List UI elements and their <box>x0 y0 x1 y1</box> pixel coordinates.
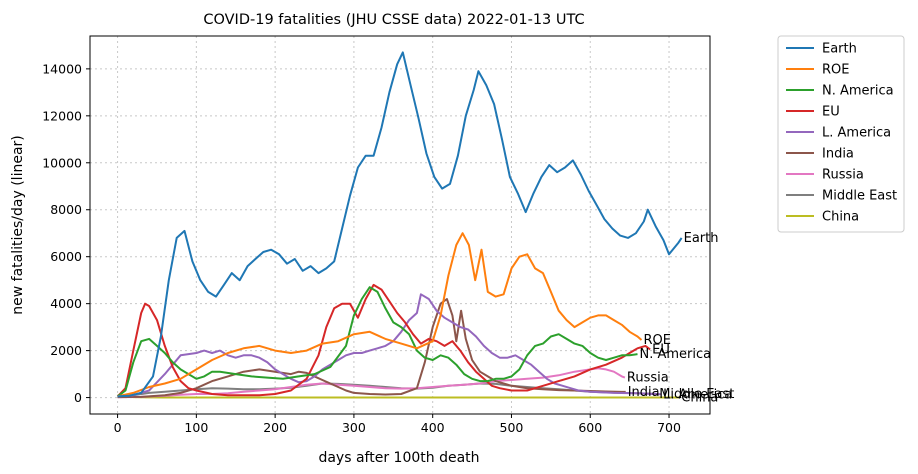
legend-label-middle-east: Middle East <box>822 189 897 204</box>
series-line-roe <box>117 232 643 398</box>
x-tick-label: 500 <box>500 420 524 435</box>
y-tick-label: 2000 <box>50 343 82 358</box>
y-tick-label: 8000 <box>50 202 82 217</box>
x-tick-label: 300 <box>342 420 366 435</box>
x-tick-label: 0 <box>114 420 122 435</box>
x-tick-label: 400 <box>421 420 445 435</box>
plot-frame <box>89 35 711 415</box>
end-label-india: India <box>628 385 660 400</box>
y-tick-label: 10000 <box>42 155 82 170</box>
series-layer <box>116 51 683 399</box>
legend-label-n-america: N. America <box>822 84 894 99</box>
legend-label-russia: Russia <box>822 168 864 183</box>
y-tick-label: 0 <box>74 390 82 405</box>
legend-label-earth: Earth <box>822 42 857 57</box>
y-axis-label: new fatalities/day (linear) <box>10 135 26 314</box>
y-axis: 0 2000 4000 6000 8000 10000 12000 14000 <box>42 61 90 405</box>
legend-label-roe: ROE <box>822 63 849 78</box>
end-label-n-america: N. America <box>640 347 712 362</box>
end-label-russia: Russia <box>627 371 669 386</box>
end-label-roe: ROE <box>643 333 670 348</box>
chart-title: COVID-19 fatalities (JHU CSSE data) 2022… <box>203 12 584 28</box>
series-line-l-america <box>117 293 662 398</box>
x-tick-label: 700 <box>657 420 681 435</box>
end-label-middle-east: Middle East <box>659 387 734 402</box>
legend-label-eu: EU <box>822 105 840 120</box>
series-line-india <box>117 298 626 399</box>
legend-frame <box>777 35 905 233</box>
y-tick-label: 4000 <box>50 296 82 311</box>
legend-label-india: India <box>822 147 854 162</box>
end-label-l-america: L. America <box>663 387 732 402</box>
legend-label-china: China <box>822 210 859 225</box>
y-tick-label: 6000 <box>50 249 82 264</box>
end-label-earth: Earth <box>684 231 719 246</box>
x-tick-label: 200 <box>263 420 287 435</box>
x-tick-label: 100 <box>184 420 208 435</box>
x-tick-label: 600 <box>578 420 602 435</box>
series-line-russia <box>117 367 626 399</box>
y-tick-label: 12000 <box>42 108 82 123</box>
y-tick-label: 14000 <box>42 61 82 76</box>
legend-label-l-america: L. America <box>822 126 891 141</box>
series-line-eu <box>116 283 651 398</box>
x-axis-label: days after 100th death <box>318 450 479 466</box>
end-label-eu: EU <box>652 342 670 357</box>
legend: Earth ROE N. America EU L. America India Russi… <box>777 35 905 233</box>
series-line-n-america <box>117 286 638 398</box>
series-line-earth <box>117 51 683 398</box>
x-axis: 0 100 200 300 400 500 600 700 <box>114 414 681 435</box>
end-label-china: China <box>681 391 718 406</box>
